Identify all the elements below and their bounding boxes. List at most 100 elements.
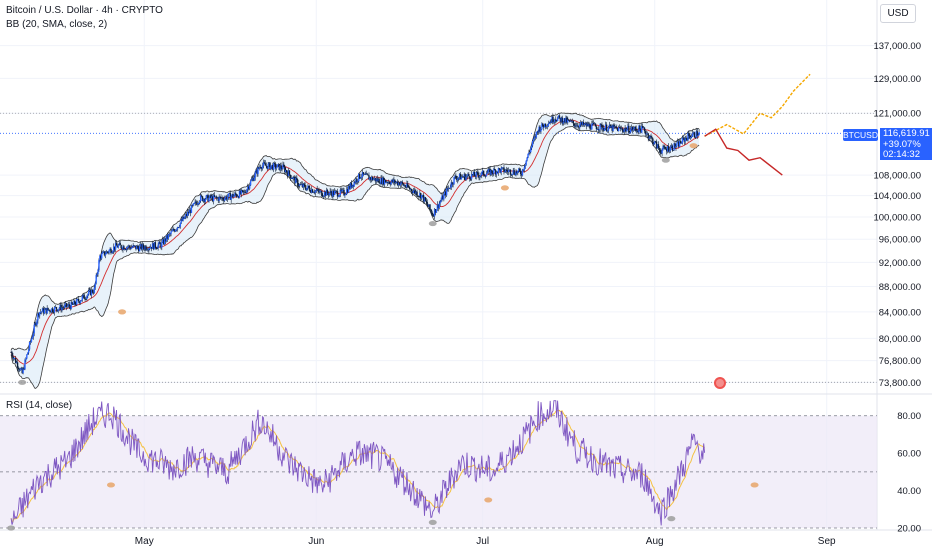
candle-body [45,308,47,314]
candle-body [505,169,507,172]
candle-body [550,121,552,123]
candle-body [43,309,46,314]
candle-body [19,368,22,371]
candle-body [377,178,379,182]
candle-body [64,303,67,305]
candle-body [498,168,501,170]
candle-body [579,124,581,128]
candle-body [605,124,608,132]
last-price: 116,619.91 [883,128,930,139]
candle-body [476,172,478,173]
candle-body [691,133,694,137]
candle-body [420,195,423,199]
candle-body [304,184,306,189]
candle-body [406,183,408,188]
candle-body [501,167,503,169]
indicator-label: BB (20, SMA, close, 2) [6,19,108,30]
candle-body [376,178,378,182]
candle-body [613,124,615,127]
candle-body [536,131,538,133]
candle-body [177,227,180,228]
candle-body [307,185,309,188]
candle-body [477,172,479,176]
candle-body [570,120,573,122]
candle-body [273,163,276,164]
candle-body [451,182,453,185]
y-tick-label: 80,000.00 [879,334,921,345]
candle-body [95,275,97,284]
candle-body [683,138,686,142]
candle-body [22,367,24,374]
rsi-tick-label: 80.00 [897,411,921,422]
candle-body [520,174,523,176]
candle-body [103,251,106,256]
candle-body [284,166,286,173]
candle-body [620,128,623,130]
candle-body [234,193,236,196]
y-tick-label: 104,000.00 [873,191,921,202]
y-tick-label: 108,000.00 [873,171,921,182]
candle-body [128,245,131,248]
y-tick-label: 92,000.00 [879,258,921,269]
candle-body [685,137,687,139]
x-tick-label: May [135,536,154,547]
candle-body [93,287,96,293]
candle-body [430,209,432,212]
candle-body [70,302,72,310]
candle-body [345,193,347,195]
candle-body [178,226,181,228]
candle-body [597,129,600,131]
candle-body [404,185,406,187]
candle-body [210,195,212,199]
candle-body [150,246,153,249]
candle-body [427,204,429,207]
candle-body [352,184,354,187]
currency-selector[interactable]: USD [880,4,916,23]
candle-body [554,119,556,122]
candle-body [194,201,196,204]
candle-body [593,123,596,125]
candle-body [97,270,99,274]
candle-body [495,171,498,175]
candle-body [119,243,121,246]
candle-body [140,244,143,250]
candle-body [398,182,401,186]
candle-body [348,186,351,189]
candle-body [643,127,646,132]
candle-body [453,177,455,184]
candle-body [60,304,62,311]
candle-body [102,251,105,253]
candle-body [637,130,639,133]
candle-body [181,219,183,221]
candle-body [584,123,587,125]
candle-body [641,125,643,133]
candle-body [367,174,369,176]
candle-body [282,164,284,170]
signal-marker [500,185,509,191]
candle-body [515,171,517,176]
candle-body [251,177,254,180]
candle-body [545,126,548,127]
chart-title: Bitcoin / U.S. Dollar · 4h · CRYPTO [6,5,163,16]
candle-body [322,195,325,197]
candle-body [419,193,421,196]
candle-body [101,252,104,254]
candle-body [272,164,274,170]
candle-body [518,168,520,171]
candle-body [469,178,472,180]
candle-body [338,195,341,197]
candle-body [341,189,343,192]
y-tick-label: 96,000.00 [879,235,921,246]
signal-marker [18,379,27,385]
candle-body [664,146,666,149]
y-tick-label: 137,000.00 [873,41,921,52]
candle-body [268,162,270,165]
candle-body [186,214,188,216]
candle-body [388,182,391,184]
candle-body [601,124,603,130]
candle-body [334,190,337,192]
candle-body [79,301,82,304]
candle-body [285,170,287,173]
candle-body [416,191,418,196]
